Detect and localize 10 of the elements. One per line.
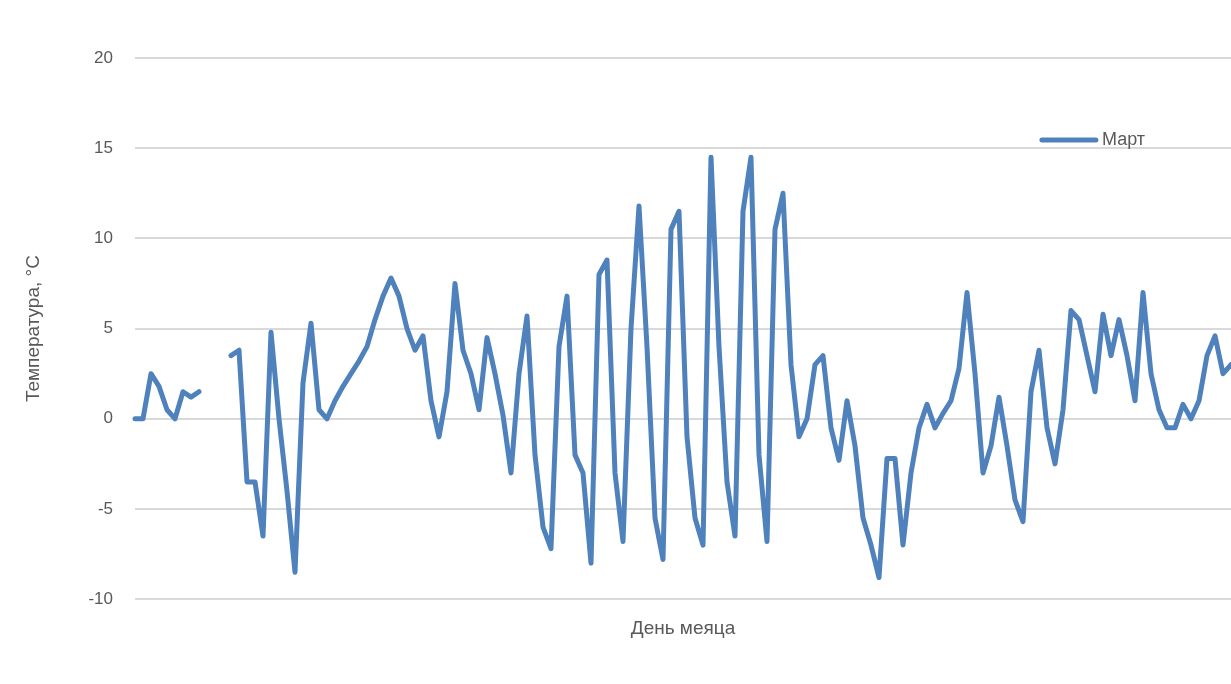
y-tick-label: -10 (88, 588, 113, 608)
y-tick-label: 15 (94, 137, 113, 157)
y-tick-label: -5 (97, 498, 113, 518)
legend-label: Март (1101, 128, 1146, 149)
y-tick-label: 10 (94, 228, 113, 248)
y-tick-label: 20 (94, 47, 113, 67)
y-tick-label: 0 (103, 408, 113, 428)
x-axis-title: День меяца (630, 616, 736, 638)
y-axis-title: Температура, °C (21, 255, 43, 403)
y-tick-label: 5 (103, 318, 113, 338)
